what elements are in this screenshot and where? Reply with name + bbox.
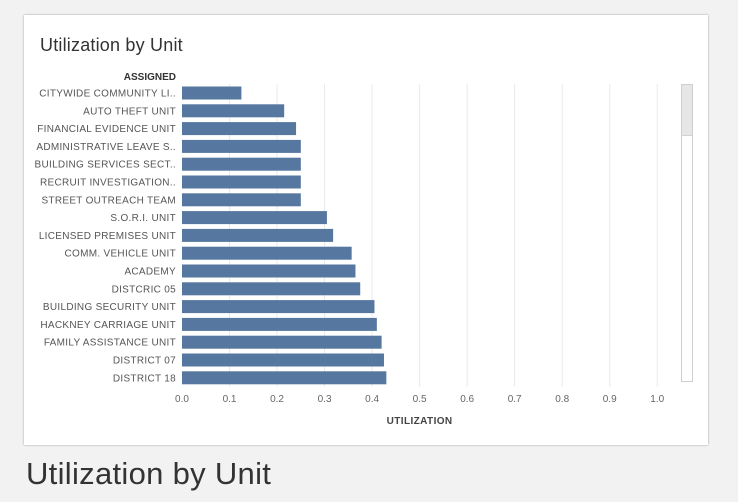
bar-11 bbox=[182, 282, 361, 296]
category-header: ASSIGNED bbox=[124, 72, 176, 83]
bar-9 bbox=[182, 246, 352, 260]
bar-14 bbox=[182, 335, 382, 349]
category-label-10: ACADEMY bbox=[124, 267, 176, 278]
bar-7 bbox=[182, 211, 327, 225]
x-tick-label-7: 0.7 bbox=[508, 394, 522, 405]
category-label-2: FINANCIAL EVIDENCE UNIT bbox=[37, 124, 176, 135]
scrollbar-thumb[interactable] bbox=[682, 85, 692, 136]
bar-5 bbox=[182, 175, 301, 189]
x-tick-label-6: 0.6 bbox=[460, 394, 474, 405]
chart-card: Utilization by Unit ASSIGNED CITYWIDE COM… bbox=[24, 15, 708, 445]
category-label-14: FAMILY ASSISTANCE UNIT bbox=[44, 338, 176, 349]
category-label-12: BUILDING SECURITY UNIT bbox=[43, 302, 176, 313]
category-label-11: DISTCRIC 05 bbox=[112, 284, 177, 295]
x-tick-label-8: 0.8 bbox=[555, 394, 569, 405]
bar-15 bbox=[182, 353, 384, 367]
x-tick-label-5: 0.5 bbox=[413, 394, 427, 405]
bar-10 bbox=[182, 264, 356, 278]
category-label-9: COMM. VEHICLE UNIT bbox=[64, 249, 176, 260]
page-caption: Utilization by Unit bbox=[26, 456, 272, 491]
card-title: Utilization by Unit bbox=[40, 35, 183, 55]
utilization-bar-chart: ASSIGNED CITYWIDE COMMUNITY LI.. AUTO THEF… bbox=[35, 72, 665, 427]
category-label-6: STREET OUTREACH TEAM bbox=[41, 195, 176, 206]
x-tick-label-4: 0.4 bbox=[365, 394, 379, 405]
x-tick-label-0: 0.0 bbox=[175, 394, 189, 405]
bar-12 bbox=[182, 300, 375, 314]
chart-scrollbar[interactable] bbox=[681, 84, 693, 382]
x-tick-label-3: 0.3 bbox=[318, 394, 332, 405]
category-label-5: RECRUIT INVESTIGATION.. bbox=[40, 178, 176, 189]
x-tick-label-9: 0.9 bbox=[603, 394, 617, 405]
bar-3 bbox=[182, 139, 301, 153]
bar-0 bbox=[182, 86, 242, 100]
x-tick-label-10: 1.0 bbox=[650, 394, 664, 405]
bar-8 bbox=[182, 228, 334, 242]
category-label-1: AUTO THEFT UNIT bbox=[83, 106, 176, 117]
bar-6 bbox=[182, 193, 301, 207]
bar-4 bbox=[182, 157, 301, 171]
bar-16 bbox=[182, 371, 387, 385]
category-label-0: CITYWIDE COMMUNITY LI.. bbox=[39, 89, 176, 100]
bar-2 bbox=[182, 122, 297, 136]
category-label-4: BUILDING SERVICES SECT.. bbox=[35, 160, 177, 171]
bar-1 bbox=[182, 104, 285, 118]
category-label-16: DISTRICT 18 bbox=[113, 373, 176, 384]
x-tick-label-2: 0.2 bbox=[270, 394, 284, 405]
x-tick-label-1: 0.1 bbox=[223, 394, 237, 405]
category-label-3: ADMINISTRATIVE LEAVE S.. bbox=[36, 142, 176, 153]
category-label-13: HACKNEY CARRIAGE UNIT bbox=[40, 320, 176, 331]
category-label-7: S.O.R.I. UNIT bbox=[110, 213, 176, 224]
category-label-15: DISTRICT 07 bbox=[113, 356, 176, 367]
bar-13 bbox=[182, 317, 377, 331]
category-label-8: LICENSED PREMISES UNIT bbox=[39, 231, 176, 242]
x-axis-label: UTILIZATION bbox=[387, 416, 453, 427]
